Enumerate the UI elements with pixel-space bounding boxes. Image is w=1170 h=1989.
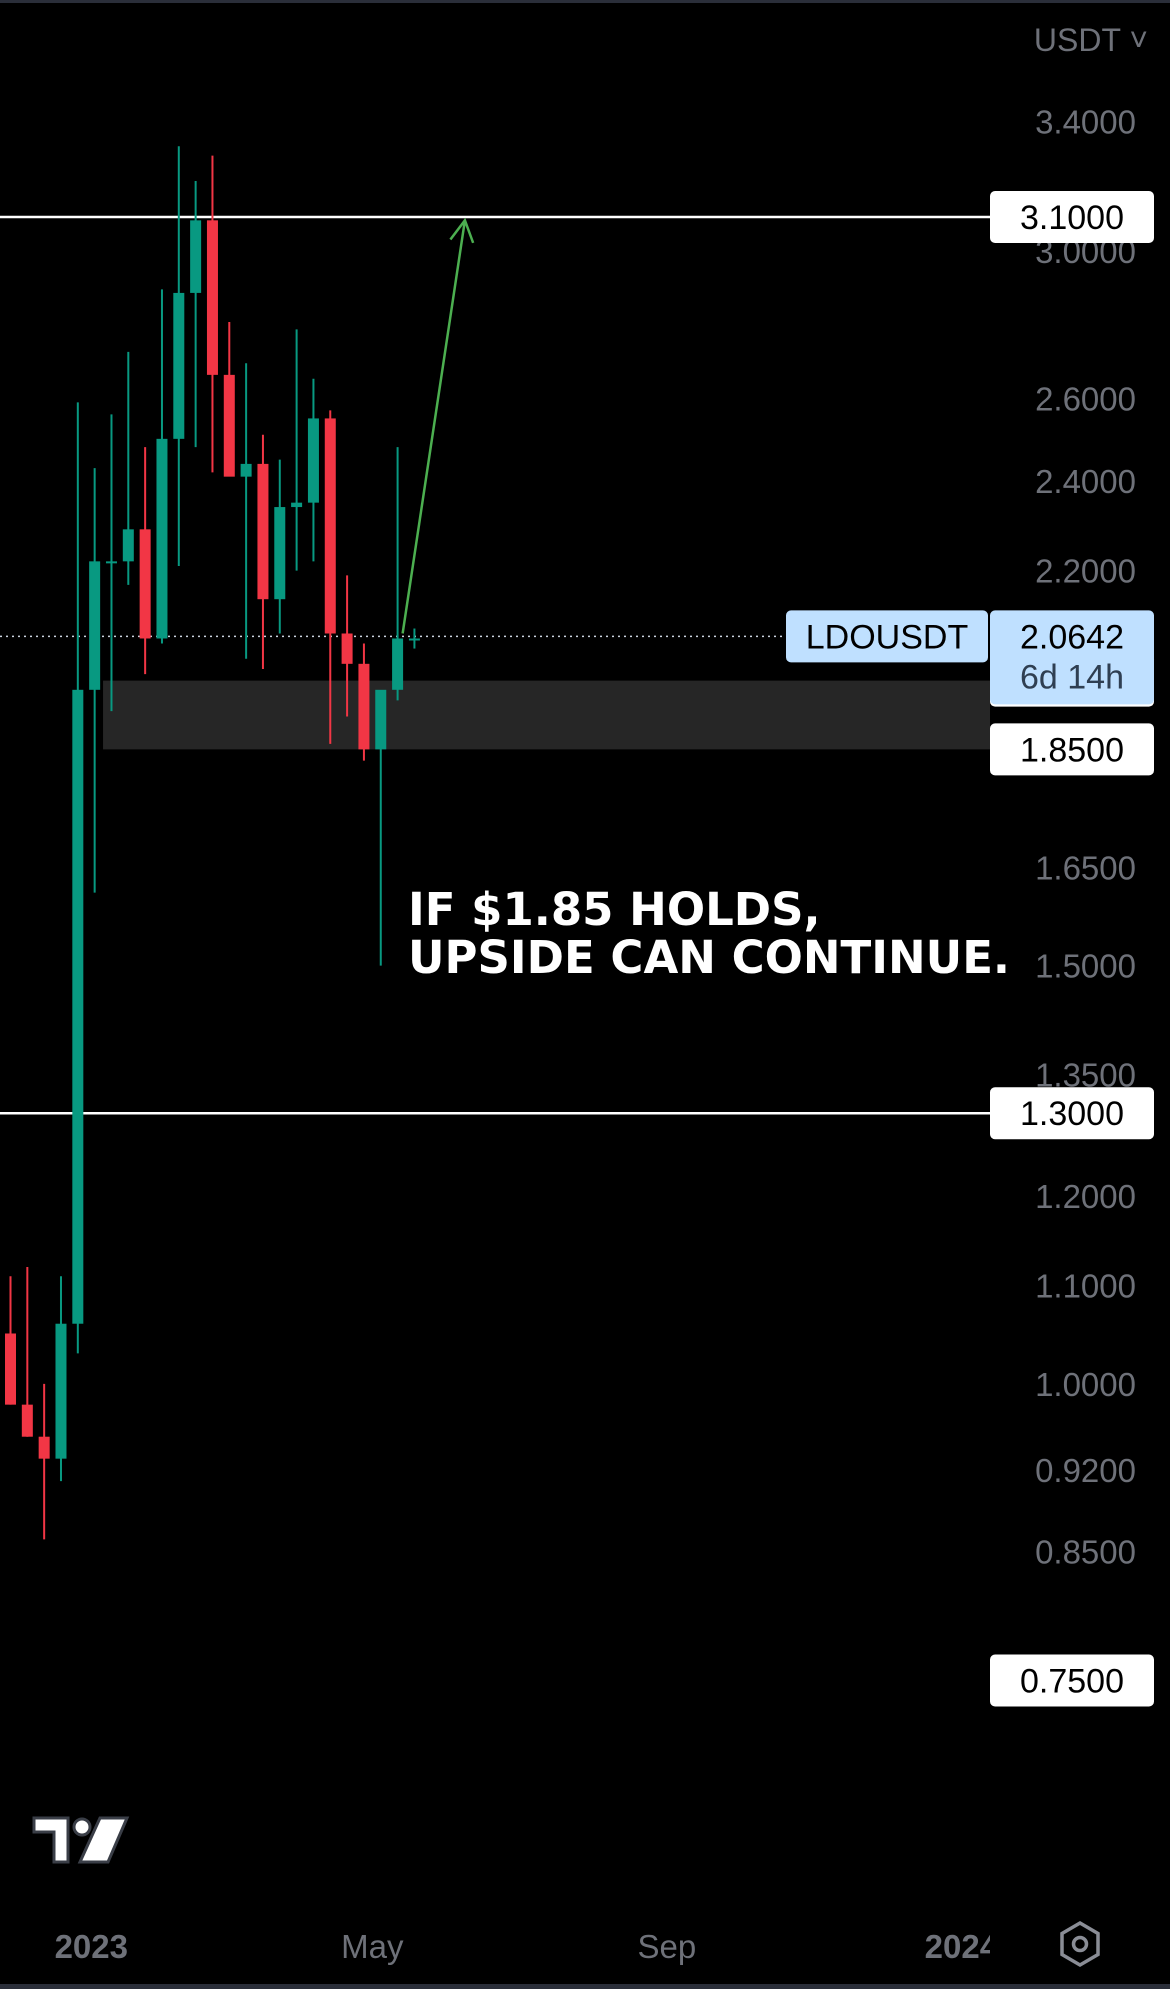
y-axis-tick-label: 1.6500 xyxy=(1035,849,1136,886)
candle[interactable] xyxy=(274,459,286,634)
candle[interactable] xyxy=(156,289,168,644)
candle[interactable] xyxy=(307,378,319,562)
candle-body xyxy=(341,633,353,664)
x-axis-tick-label: May xyxy=(341,1928,404,1965)
candle[interactable] xyxy=(324,410,336,744)
candle[interactable] xyxy=(206,155,218,473)
candle-body xyxy=(173,292,185,439)
candle[interactable] xyxy=(257,434,269,669)
settings-hexagon-icon[interactable] xyxy=(1056,1920,1104,1968)
candle[interactable] xyxy=(5,1276,16,1405)
y-axis-tick-label: 2.2000 xyxy=(1035,553,1136,590)
candle[interactable] xyxy=(89,468,101,893)
candle-body xyxy=(55,1323,67,1459)
price-pill[interactable]: 0.7500 xyxy=(990,1654,1154,1707)
candle[interactable] xyxy=(72,402,84,1354)
candle[interactable] xyxy=(291,329,303,571)
y-axis-tick-label: 0.8500 xyxy=(1035,1533,1136,1570)
y-axis-tick-label: 2.6000 xyxy=(1035,380,1136,417)
price-pill[interactable]: 1.3000 xyxy=(990,1087,1154,1140)
price-pill[interactable]: 3.1000 xyxy=(990,191,1154,243)
price-pill-text: 3.1000 xyxy=(1020,199,1124,237)
candle[interactable] xyxy=(341,575,353,717)
y-axis-tick-label: 1.0000 xyxy=(1035,1366,1136,1403)
projection-arrow-line xyxy=(401,220,467,634)
candle[interactable] xyxy=(38,1383,50,1540)
y-axis-tick-label: 0.9200 xyxy=(1035,1452,1136,1489)
candle[interactable] xyxy=(21,1266,33,1437)
candle-body xyxy=(375,689,387,750)
chart-annotation: IF $1.85 HOLDS, UPSIDE CAN CONTINUE. xyxy=(408,886,1010,982)
candle-body xyxy=(223,374,235,477)
arrow-head-icon xyxy=(449,217,475,244)
y-axis-tick-label: 3.4000 xyxy=(1035,104,1136,141)
candle[interactable] xyxy=(408,628,420,649)
candle-body xyxy=(358,663,370,750)
candle[interactable] xyxy=(358,643,370,761)
y-axis-tick-label: 1.3500 xyxy=(1035,1056,1136,1093)
price-pill-bg xyxy=(990,1087,1154,1140)
price-pill[interactable]: 1.8500 xyxy=(990,723,1154,776)
top-border xyxy=(0,0,1170,3)
price-pill-text: 0.7500 xyxy=(1020,1663,1124,1701)
price-pill-bg xyxy=(990,191,1154,243)
annotation-line-1: IF $1.85 HOLDS, xyxy=(408,883,821,936)
candle[interactable] xyxy=(55,1276,67,1482)
support-zone xyxy=(103,680,990,750)
candle[interactable] xyxy=(105,414,117,712)
candle-body xyxy=(206,220,218,375)
candle[interactable] xyxy=(122,351,134,585)
price-pill-text: 1.3000 xyxy=(1020,1095,1124,1133)
candle-body xyxy=(408,638,420,641)
candle-body xyxy=(89,561,101,690)
candle[interactable] xyxy=(375,689,387,966)
candle-body xyxy=(324,418,336,634)
candle-body xyxy=(392,638,404,690)
price-pill-bg xyxy=(990,1654,1154,1707)
candle[interactable] xyxy=(392,447,404,701)
symbol-tag[interactable]: LDOUSDT xyxy=(786,610,988,663)
candle[interactable] xyxy=(173,146,185,567)
price-scale-corner xyxy=(990,1905,1170,1980)
live-price-text: 2.0642 xyxy=(1020,618,1124,656)
candle-body xyxy=(240,463,252,477)
candle[interactable] xyxy=(223,321,235,477)
candle-body xyxy=(190,220,202,293)
candle[interactable] xyxy=(139,447,151,675)
annotation-line-2: UPSIDE CAN CONTINUE. xyxy=(408,931,1011,984)
price-pill-text: 1.8500 xyxy=(1020,731,1124,769)
live-price-bg xyxy=(990,610,1154,705)
x-axis-tick-label: 2024 xyxy=(925,1928,999,1965)
tradingview-logo-icon xyxy=(32,1816,130,1864)
candle-body xyxy=(72,689,84,1324)
bottom-border xyxy=(0,1984,1170,1989)
candle-body xyxy=(291,502,303,508)
symbol-tag-bg xyxy=(786,610,988,663)
candle[interactable] xyxy=(240,363,252,659)
symbol-tag-text: LDOUSDT xyxy=(806,618,968,656)
y-axis-tick-label: 1.2000 xyxy=(1035,1178,1136,1215)
candle-body xyxy=(156,438,168,639)
y-axis-tick-label: 1.1000 xyxy=(1035,1268,1136,1305)
candle-body xyxy=(21,1404,33,1437)
candle-body xyxy=(274,507,286,600)
y-axis-tick-label: 2.4000 xyxy=(1035,463,1136,500)
candle-body xyxy=(105,561,117,564)
currency-selector[interactable]: USDT ˅ xyxy=(1033,22,1148,58)
y-axis-tick-label: 1.5000 xyxy=(1035,948,1136,985)
countdown-text: 6d 14h xyxy=(1020,658,1124,696)
x-axis-tick-label: 2023 xyxy=(55,1928,128,1965)
x-axis-tick-label: Sep xyxy=(638,1928,697,1965)
candle-body xyxy=(139,529,151,639)
candle-body xyxy=(122,529,134,562)
price-pill-bg xyxy=(990,723,1154,776)
candle-body xyxy=(307,418,319,503)
candle-body xyxy=(38,1436,50,1459)
candle-body xyxy=(257,463,269,600)
candle[interactable] xyxy=(190,181,202,448)
candle-body xyxy=(5,1333,16,1405)
